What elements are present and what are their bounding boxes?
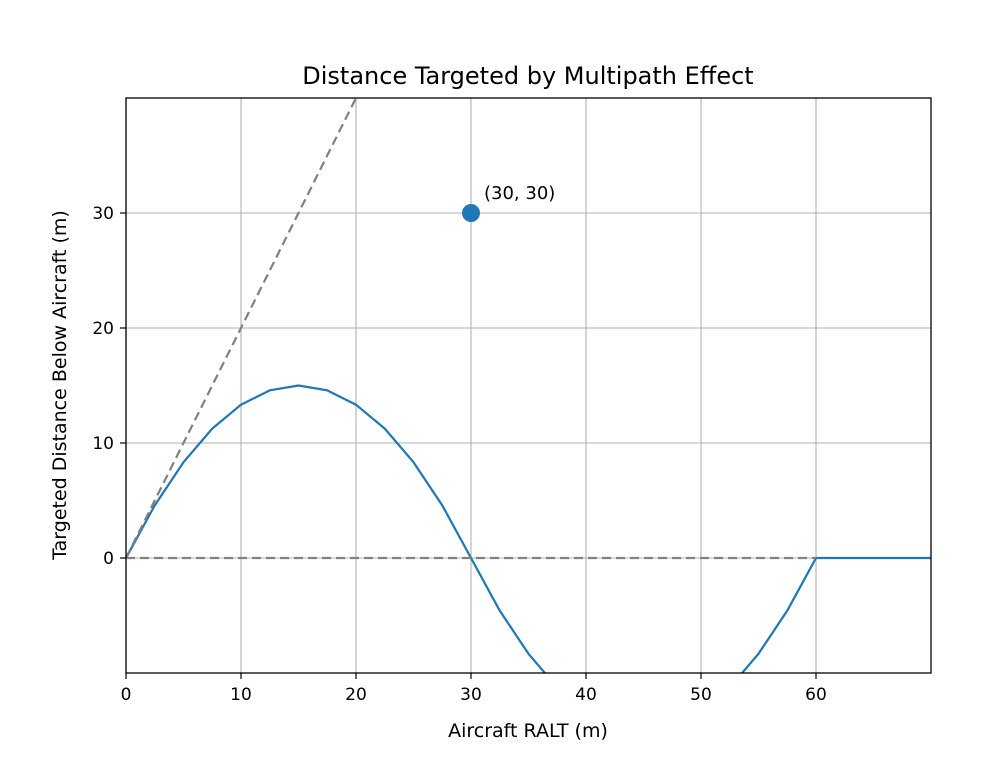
y-axis-label: Targeted Distance Below Aircraft (m) [49, 210, 71, 561]
x-tick-label: 50 [690, 685, 712, 705]
x-tick-label: 30 [460, 685, 482, 705]
x-tick-label: 20 [345, 685, 367, 705]
x-tick-label: 10 [230, 685, 252, 705]
y-tick-label: 0 [103, 549, 114, 569]
y-tick-label: 10 [92, 434, 114, 454]
x-tick-label: 60 [805, 685, 827, 705]
reference-dashed-line-1 [126, 98, 357, 559]
grid [125, 98, 931, 673]
peak-marker [462, 204, 480, 222]
x-tick-label: 0 [121, 685, 132, 705]
y-tick-label: 20 [92, 319, 114, 339]
y-tick-label: 30 [92, 204, 114, 224]
series-line [126, 384, 931, 673]
peak-annotation: (30, 30) [484, 183, 555, 204]
plot-area [126, 98, 931, 673]
x-axis-label: Aircraft RALT (m) [448, 720, 608, 742]
chart-title: Distance Targeted by Multipath Effect [302, 62, 753, 90]
x-tick-label: 40 [575, 685, 597, 705]
marker-layer: (30, 30) [462, 183, 555, 222]
plot-frame [125, 97, 932, 674]
axis-ticks: 0 10 20 30 40 50 60 0 10 20 30 [92, 204, 826, 705]
